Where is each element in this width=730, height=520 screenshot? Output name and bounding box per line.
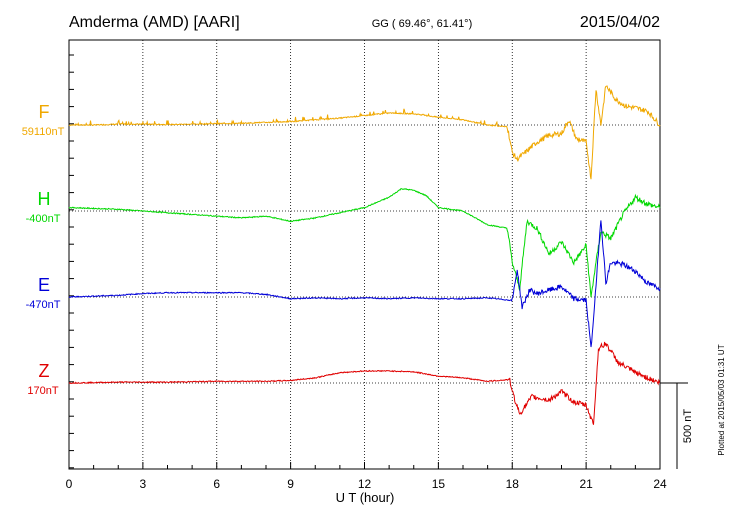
plot-frame xyxy=(68,39,661,470)
series-line-E xyxy=(68,220,661,348)
station-title: Amderma (AMD) [AARI] xyxy=(69,14,240,31)
x-tick-label-3: 3 xyxy=(140,477,147,491)
series-layer xyxy=(68,85,661,425)
plotted-timestamp: Plotted at 2015/05/03 01:31 UT xyxy=(717,344,726,455)
coordinates-label: GG ( 69.46°, 61.41°) xyxy=(372,18,473,30)
scale-bar-label: 500 nT xyxy=(682,409,694,444)
series-labels: F 59110nT H -400nT E -470nT Z 170nT xyxy=(22,102,65,397)
scale-bar: 500 nT xyxy=(660,382,694,469)
series-name-H: H xyxy=(38,189,51,209)
series-name-Z: Z xyxy=(39,361,50,381)
x-tick-label-0: 0 xyxy=(66,477,73,491)
x-tick-label-18: 18 xyxy=(506,477,520,491)
series-line-F xyxy=(68,85,661,180)
series-baseline-label-Z: 170nT xyxy=(27,385,58,397)
x-tick-label-15: 15 xyxy=(432,477,446,491)
x-tick-label-9: 9 xyxy=(287,477,294,491)
series-baseline-label-F: 59110nT xyxy=(22,126,65,138)
axis-ticks xyxy=(68,54,661,469)
x-axis-label: U T (hour) xyxy=(336,490,395,505)
series-baseline-label-E: -470nT xyxy=(26,299,61,311)
series-line-H xyxy=(68,188,661,298)
date-label: 2015/04/02 xyxy=(580,14,660,31)
x-tick-label-21: 21 xyxy=(579,477,593,491)
x-tick-label-24: 24 xyxy=(653,477,667,491)
series-name-F: F xyxy=(39,102,50,122)
series-name-E: E xyxy=(38,275,50,295)
series-baseline-label-H: -400nT xyxy=(26,213,61,225)
grid xyxy=(69,40,660,469)
x-tick-labels: 0 3 6 9 12 15 18 21 24 xyxy=(66,477,667,491)
x-tick-label-6: 6 xyxy=(213,477,220,491)
series-line-Z xyxy=(68,341,661,425)
x-tick-label-12: 12 xyxy=(358,477,372,491)
